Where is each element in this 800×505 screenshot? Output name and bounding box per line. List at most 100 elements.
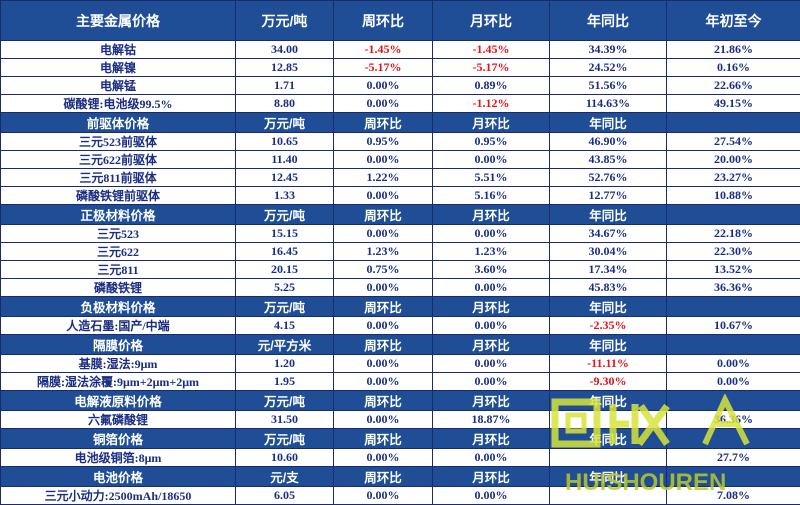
value-cell: 0.00% [433,225,550,243]
header-cell [667,335,800,355]
value-cell: 0.00% [433,355,550,373]
value-cell: 31.50 [236,411,334,429]
header-cell [667,297,800,317]
value-cell: 1.71 [236,77,334,95]
value-cell: 0.95% [334,133,433,151]
item-name-cell: 电解锰 [1,77,236,95]
header-cell: 月环比 [433,1,550,41]
item-name-cell: 三元523前驱体 [1,133,236,151]
value-cell: 10.88% [667,187,800,205]
value-cell: 1.95 [236,373,334,391]
item-name-cell: 三元622 [1,243,236,261]
header-cell: 正极材料价格 [1,205,236,225]
header-cell: 周环比 [334,1,433,41]
value-cell: 8.80 [236,95,334,113]
value-cell: 52.76% [550,169,667,187]
value-cell: 4.15 [236,317,334,335]
item-name-cell: 电解镍 [1,59,236,77]
value-cell: 1.22% [334,169,433,187]
value-cell: 22.18% [667,225,800,243]
value-cell: 0.00% [334,317,433,335]
header-cell: 万元/吨 [236,297,334,317]
value-cell: 51.56% [550,77,667,95]
value-cell [550,487,667,505]
header-cell: 主要金属价格 [1,1,236,41]
section-header-row: 前驱体价格万元/吨周环比月环比年同比 [1,113,800,133]
value-cell: 0.00% [433,279,550,297]
value-cell: 49.15% [667,95,800,113]
item-name-cell: 基膜:湿法:9μm [1,355,236,373]
value-cell: 0.75% [334,261,433,279]
value-cell [550,411,667,429]
section-header-row: 隔膜价格元/平方米周环比月环比年同比 [1,335,800,355]
value-cell: 6.05 [236,487,334,505]
item-name-cell: 三元622前驱体 [1,151,236,169]
value-cell: 12.85 [236,59,334,77]
value-cell: -9.30% [550,373,667,391]
header-cell: 负极材料价格 [1,297,236,317]
value-cell: 17.34% [550,261,667,279]
value-cell: 12.77% [550,187,667,205]
section-header-row: 负极材料价格万元/吨周环比月环比年同比 [1,297,800,317]
header-cell [667,391,800,411]
value-cell: 0.16% [667,59,800,77]
header-cell: 月环比 [433,335,550,355]
item-name-cell: 三元523 [1,225,236,243]
value-cell: 0.00% [433,449,550,467]
value-cell: 20.15 [236,261,334,279]
value-cell: 5.25 [236,279,334,297]
section-header-row: 电池价格元/支周环比月环比年同比 [1,467,800,487]
value-cell: 34.39% [550,41,667,59]
value-cell: 11.40 [236,151,334,169]
header-cell: 万元/吨 [236,113,334,133]
value-cell: 10.67% [667,317,800,335]
value-cell: 45.83% [550,279,667,297]
value-cell: 0.00% [334,151,433,169]
value-cell: 27.7% [667,449,800,467]
value-cell: 36.36% [667,279,800,297]
item-name-cell: 碳酸锂:电池级99.5% [1,95,236,113]
header-cell: 周环比 [334,391,433,411]
value-cell: 0.89% [433,77,550,95]
value-cell: 34.67% [550,225,667,243]
value-cell: -5.17% [334,59,433,77]
item-name-cell: 磷酸铁锂 [1,279,236,297]
value-cell: 16.45 [236,243,334,261]
header-cell: 万元/吨 [236,205,334,225]
header-cell: 周环比 [334,467,433,487]
value-cell: 46.90% [550,133,667,151]
table-header-row: 主要金属价格万元/吨周环比月环比年同比年初至今 [1,1,800,41]
header-cell: 年同比 [550,297,667,317]
section-header-row: 铜箔价格万元/吨周环比月环比年同比 [1,429,800,449]
value-cell: 114.63% [550,95,667,113]
value-cell: 0.00% [334,373,433,391]
value-cell: 22.30% [667,243,800,261]
header-cell: 周环比 [334,113,433,133]
header-cell: 月环比 [433,113,550,133]
header-cell [667,205,800,225]
header-cell [667,113,800,133]
header-cell: 元/支 [236,467,334,487]
value-cell: 5.16% [433,187,550,205]
value-cell: -2.35% [550,317,667,335]
section-header-row: 正极材料价格万元/吨周环比月环比年同比 [1,205,800,225]
value-cell: 13.52% [667,261,800,279]
section-header-row: 电解液原料价格万元/吨周环比月环比年同比 [1,391,800,411]
value-cell: 10.65 [236,133,334,151]
header-cell: 万元/吨 [236,391,334,411]
value-cell: 24.52% [550,59,667,77]
value-cell: 0.00% [433,317,550,335]
value-cell: 1.20 [236,355,334,373]
value-cell: 21.86% [667,41,800,59]
header-cell: 年同比 [550,1,667,41]
header-cell: 前驱体价格 [1,113,236,133]
